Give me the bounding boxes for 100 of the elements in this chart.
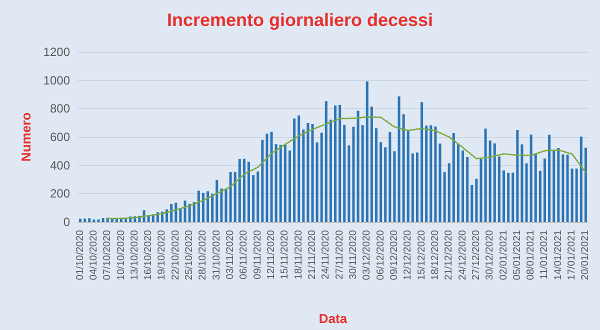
bar [170, 204, 173, 222]
x-tick-label: 15/12/2020 [416, 230, 428, 280]
x-tick-label: 27/11/2020 [334, 230, 346, 280]
bar [293, 118, 296, 222]
x-tick-label: 22/10/2020 [170, 230, 182, 280]
bar [202, 192, 204, 222]
bar [488, 140, 492, 222]
x-tick-label: 17/01/2021 [566, 230, 578, 280]
bar [562, 154, 564, 222]
x-tick-label: 18/11/2020 [293, 230, 304, 280]
bar [224, 188, 228, 222]
x-tick-label: 28/10/2020 [198, 230, 209, 280]
y-axis-title: Numero [18, 112, 34, 162]
bar [252, 175, 255, 222]
bar [480, 158, 482, 222]
x-tick-label: 03/11/2020 [225, 230, 236, 280]
bar [384, 147, 387, 222]
bar [530, 134, 532, 222]
bar [348, 145, 350, 222]
bar [334, 106, 337, 222]
y-tick-label: 1000 [43, 73, 70, 88]
bar [84, 218, 86, 222]
bar [266, 134, 268, 222]
bar [498, 156, 500, 222]
bar [306, 122, 310, 222]
bar [270, 132, 273, 222]
bar [110, 218, 114, 222]
bar [438, 144, 442, 222]
chart-title: Incremento giornaliero decessi [166, 10, 434, 30]
bar [543, 158, 546, 222]
bar [274, 144, 278, 222]
y-tick-label: 800 [50, 102, 70, 116]
x-tick-label: 07/10/2020 [102, 230, 114, 280]
x-tick-label: 09/12/2020 [388, 230, 400, 280]
bar [220, 188, 223, 222]
x-tick-label: 03/12/2020 [362, 230, 373, 280]
bar [142, 210, 146, 222]
x-tick-label: 24/12/2020 [457, 230, 468, 280]
bar [188, 204, 191, 222]
bar [329, 120, 332, 222]
bar [452, 133, 455, 222]
bar [179, 209, 182, 222]
bar [197, 190, 200, 222]
y-tick-label: 600 [50, 130, 70, 144]
x-tick-label: 01/10/2020 [74, 230, 86, 280]
x-tick-label: 25/10/2020 [184, 230, 196, 280]
bar [462, 150, 464, 222]
bar [525, 163, 528, 222]
x-tick-label: 09/11/2020 [252, 230, 264, 280]
bar [443, 172, 446, 222]
bar [279, 144, 282, 222]
x-tick-label: 21/11/2020 [307, 230, 318, 280]
bar [79, 218, 82, 222]
bar [416, 152, 418, 222]
bar [256, 172, 260, 222]
line-series [106, 116, 586, 220]
x-tick-label: 27/12/2020 [470, 230, 482, 280]
x-tick-label: 19/10/2020 [156, 230, 168, 280]
bar [184, 200, 186, 222]
bar [516, 130, 519, 222]
x-tick-label: 30/11/2020 [348, 230, 359, 280]
bar [302, 129, 305, 222]
x-tick-label: 02/01/2021 [498, 230, 510, 280]
y-tick-label: 1200 [43, 45, 70, 59]
bar [434, 126, 437, 222]
bar [352, 126, 355, 222]
bar [216, 180, 218, 222]
bar [229, 172, 232, 222]
bar [575, 168, 578, 222]
x-tick-label: 11/01/2021 [539, 230, 550, 280]
bar [366, 81, 368, 222]
bar [288, 150, 291, 222]
bar [356, 110, 360, 222]
bar [557, 148, 560, 222]
bar [375, 128, 378, 222]
bar [566, 154, 569, 222]
bar [361, 125, 364, 222]
bar [507, 172, 510, 222]
bar [206, 191, 210, 222]
x-tick-label: 16/10/2020 [143, 230, 154, 280]
x-tick-label: 15/11/2020 [280, 230, 291, 280]
bar [398, 96, 400, 222]
bar [466, 156, 469, 222]
x-tick-label: 08/01/2021 [526, 230, 537, 280]
x-tick-label: 13/10/2020 [129, 230, 140, 280]
y-tick-label: 200 [50, 186, 70, 201]
bar [534, 154, 537, 222]
x-tick-label: 06/12/2020 [375, 230, 386, 280]
x-tick-label: 24/11/2020 [320, 230, 332, 280]
bar [248, 162, 250, 222]
x-tick-label: 04/10/2020 [88, 230, 100, 280]
bar [311, 124, 314, 222]
bar [261, 140, 264, 222]
bar [192, 202, 196, 222]
bar [97, 219, 100, 222]
bar [570, 168, 574, 222]
bar [430, 125, 432, 222]
bar [584, 148, 587, 222]
x-tick-label: 12/12/2020 [402, 230, 414, 280]
bar [102, 218, 104, 222]
